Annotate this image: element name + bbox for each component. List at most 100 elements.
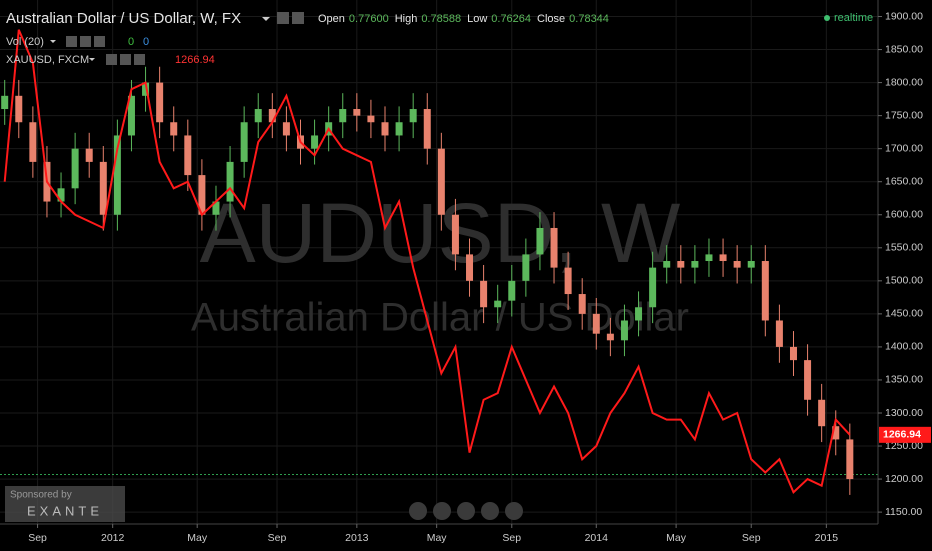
candle-body xyxy=(691,261,699,268)
candle-body xyxy=(198,175,206,215)
candle-body xyxy=(353,109,361,116)
sponsor-box[interactable] xyxy=(5,486,125,522)
status-dot xyxy=(824,15,830,21)
y-tick-label: 1650.00 xyxy=(885,175,923,187)
candle-body xyxy=(536,227,544,255)
candle-body xyxy=(550,227,558,268)
candle-body xyxy=(508,280,516,301)
x-tick-label: 2014 xyxy=(585,532,609,544)
x-tick-label: 2012 xyxy=(101,532,125,544)
candle-body xyxy=(423,109,431,149)
settings-icon[interactable] xyxy=(120,54,131,65)
candle-body xyxy=(775,320,783,347)
candle-body xyxy=(184,135,192,176)
x-tick-label: Sep xyxy=(742,532,761,544)
candle-body xyxy=(846,439,854,480)
nav-zoom-out[interactable] xyxy=(433,502,451,520)
volume-value: 0 xyxy=(128,36,134,48)
sponsor-label: Sponsored by xyxy=(10,490,72,501)
y-tick-label: 1600.00 xyxy=(885,209,923,221)
ohlc-label: High xyxy=(395,13,418,25)
settings-icon[interactable] xyxy=(106,54,117,65)
overlay-legend[interactable]: XAUUSD, FXCM xyxy=(6,54,89,66)
candle-body xyxy=(480,280,488,308)
candle-body xyxy=(578,294,586,314)
ohlc-value: 0.78588 xyxy=(421,13,461,25)
candle-body xyxy=(818,399,826,427)
x-tick-label: Sep xyxy=(28,532,47,544)
plot-area xyxy=(0,29,878,495)
candle-body xyxy=(789,346,797,361)
candle-body xyxy=(466,254,474,281)
candle-body xyxy=(705,254,713,262)
nav-reset[interactable] xyxy=(457,502,475,520)
y-tick-label: 1700.00 xyxy=(885,142,923,154)
overlay-line xyxy=(3,29,851,494)
sponsor-name: EXANTE xyxy=(27,503,103,518)
last-price-badge xyxy=(879,426,931,443)
y-tick-label: 1750.00 xyxy=(885,109,923,121)
candle-body xyxy=(212,201,220,215)
candle-body xyxy=(254,109,262,123)
settings-icon[interactable] xyxy=(277,12,289,24)
settings-icon[interactable] xyxy=(134,54,145,65)
overlay-last-value: 1266.94 xyxy=(175,54,215,66)
watermark-description: Australian Dollar / US Dollar xyxy=(191,296,689,340)
volume-legend[interactable]: Vol (20) xyxy=(6,36,44,48)
candle-body xyxy=(1,95,9,110)
ohlc-legend: Open 0.77600 High 0.78588 Low 0.76264 Close 0.7… xyxy=(318,13,609,25)
candle-body xyxy=(240,122,248,162)
candle-body xyxy=(156,82,164,123)
volume-value: 0 xyxy=(143,36,149,48)
y-tick-label: 1400.00 xyxy=(885,341,923,353)
y-tick-label: 1500.00 xyxy=(885,275,923,287)
candle-body xyxy=(29,122,37,162)
candle-body xyxy=(649,267,657,308)
candle-body xyxy=(71,148,79,189)
settings-icon[interactable] xyxy=(66,36,77,47)
settings-icon[interactable] xyxy=(292,12,304,24)
nav-zoom-in[interactable] xyxy=(481,502,499,520)
candle-body xyxy=(142,82,150,96)
candle-body xyxy=(311,135,319,149)
nav-right[interactable] xyxy=(505,502,523,520)
candle-body xyxy=(226,161,234,202)
settings-icon[interactable] xyxy=(80,36,91,47)
settings-icon[interactable] xyxy=(94,36,105,47)
dropdown-arrow[interactable] xyxy=(50,40,56,43)
nav-left[interactable] xyxy=(409,502,427,520)
y-tick-label: 1850.00 xyxy=(885,43,923,55)
x-tick-label: May xyxy=(427,532,448,544)
y-tick-label: 1300.00 xyxy=(885,407,923,419)
x-tick-label: 2013 xyxy=(345,532,369,544)
navigation xyxy=(409,502,523,520)
y-tick-label: 1350.00 xyxy=(885,374,923,386)
ohlc-value: 0.78344 xyxy=(569,13,609,25)
candle-body xyxy=(677,261,685,268)
status: realtime xyxy=(834,12,873,24)
y-tick-label: 1200.00 xyxy=(885,473,923,485)
x-tick-label: May xyxy=(187,532,208,544)
dropdown-arrow[interactable] xyxy=(262,17,270,21)
y-tick-label: 1900.00 xyxy=(885,10,923,22)
candle-body xyxy=(409,109,417,123)
candle-body xyxy=(367,115,375,123)
dropdown-arrow[interactable] xyxy=(89,58,95,61)
candle-body xyxy=(170,122,178,136)
ohlc-value: 0.76264 xyxy=(491,13,531,25)
candle-body xyxy=(804,360,812,400)
ohlc-label: Open xyxy=(318,13,345,25)
candle-body xyxy=(395,122,403,136)
candle-body xyxy=(85,148,93,162)
candle-body xyxy=(761,261,769,321)
candle-body xyxy=(494,300,502,308)
candle-body xyxy=(832,426,840,440)
y-tick-label: 1550.00 xyxy=(885,242,923,254)
chart-title[interactable]: Australian Dollar / US Dollar, W, FX xyxy=(6,10,241,27)
y-tick-label: 1150.00 xyxy=(885,506,922,518)
candle-body xyxy=(127,95,135,136)
y-tick-label: 1800.00 xyxy=(885,76,923,88)
candle-body xyxy=(437,148,445,215)
